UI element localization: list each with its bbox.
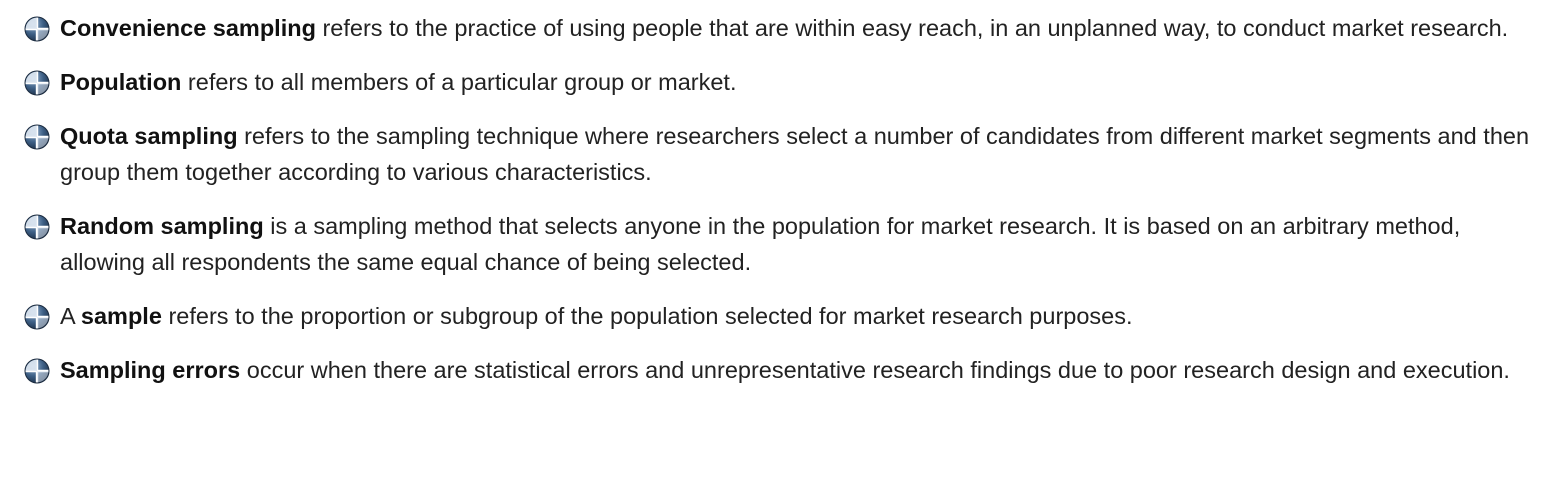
entry-definition: occur when there are statistical errors … <box>240 357 1510 383</box>
globe-bullet-icon <box>24 124 50 150</box>
globe-bullet-icon <box>24 16 50 42</box>
glossary-entry-sample: A sample refers to the proportion or sub… <box>22 298 1542 334</box>
glossary-entry-sampling-errors: Sampling errors occur when there are sta… <box>22 352 1542 388</box>
entry-term: Convenience sampling <box>60 15 316 41</box>
glossary-entry-random-sampling: Random sampling is a sampling method tha… <box>22 208 1542 280</box>
globe-bullet-icon <box>24 304 50 330</box>
entry-definition: refers to the proportion or subgroup of … <box>161 303 1133 329</box>
globe-bullet-icon <box>24 358 50 384</box>
entry-definition: refers to all members of a particular gr… <box>181 69 737 95</box>
entry-term: Population <box>60 69 182 95</box>
entry-term: sample <box>80 303 162 329</box>
globe-bullet-icon <box>24 214 50 240</box>
entry-definition: is a sampling method that selects anyone… <box>60 213 1461 275</box>
entry-term: Quota sampling <box>60 123 238 149</box>
entry-term: Random sampling <box>60 213 264 239</box>
glossary-list: Convenience sampling refers to the pract… <box>0 10 1542 388</box>
glossary-entry-quota-sampling: Quota sampling refers to the sampling te… <box>22 118 1542 190</box>
entry-definition: refers to the practice of using people t… <box>315 15 1509 41</box>
globe-bullet-icon <box>24 70 50 96</box>
glossary-entry-population: Population refers to all members of a pa… <box>22 64 1542 100</box>
entry-definition: refers to the sampling technique where r… <box>60 123 1530 185</box>
entry-term: Sampling errors <box>60 357 241 383</box>
entry-prefix: A <box>60 303 81 329</box>
glossary-entry-convenience-sampling: Convenience sampling refers to the pract… <box>22 10 1542 46</box>
